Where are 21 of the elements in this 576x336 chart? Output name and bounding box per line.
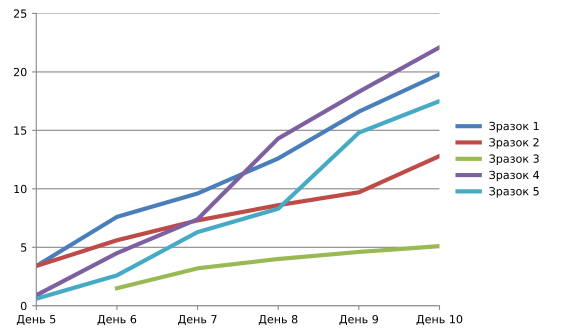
line-series [114,244,440,290]
y-tick-label: 0 [20,302,27,310]
x-tick-label: День 10 [416,314,462,325]
x-tick-label: День 8 [258,314,298,325]
y-tick-label: 20 [14,68,27,76]
legend-label: Зразок 2 [489,138,539,149]
x-tick-label: День 7 [178,315,217,325]
x-tick-label: День 5 [16,315,56,325]
y-tick-label: 15 [14,126,26,135]
y-tick-label: 25 [14,9,26,18]
line-series [36,154,440,268]
legend-label: Зразок 5 [489,187,539,198]
line-series [36,45,440,298]
y-tick-label: 10 [14,184,27,194]
line-series [36,99,440,301]
legend-label: Зразок 4 [489,170,540,182]
x-tick-label: День 6 [98,314,136,325]
y-tick-label: 5 [21,243,26,252]
x-tick-label: День 9 [339,314,378,325]
legend-label: Зразок 1 [489,122,539,132]
legend-label: Зразок 3 [489,154,539,165]
